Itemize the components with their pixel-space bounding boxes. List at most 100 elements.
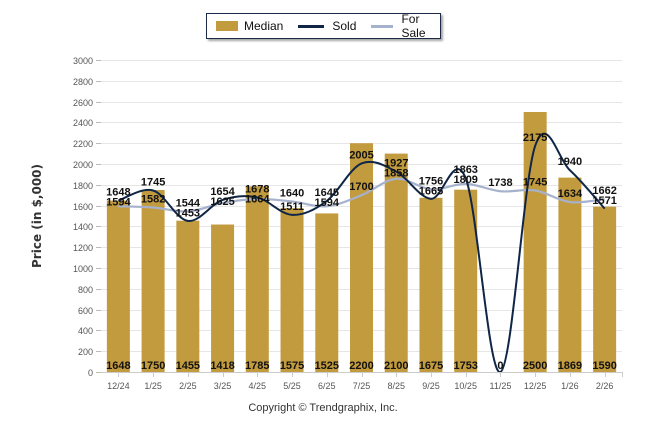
legend-item-sold[interactable]: Sold bbox=[298, 19, 356, 33]
x-tick-label: 10/25 bbox=[454, 381, 477, 391]
copyright-text: Copyright © Trendgraphix, Inc. bbox=[248, 402, 398, 414]
x-tick-label: 2/25 bbox=[179, 381, 197, 391]
for-sale-data-label: 1544 bbox=[176, 197, 201, 209]
sold-data-label: 1648 bbox=[106, 187, 130, 199]
sold-data-label: 1927 bbox=[384, 158, 408, 170]
x-tick-label: 4/25 bbox=[249, 381, 267, 391]
y-tick-label: 2000 bbox=[73, 160, 93, 170]
for-sale-data-label: 1756 bbox=[419, 175, 443, 187]
median-data-label: 1648 bbox=[106, 360, 130, 372]
for-sale-data-label: 1700 bbox=[349, 181, 373, 193]
for-sale-data-label: 1858 bbox=[384, 168, 408, 180]
x-tick-label: 5/25 bbox=[283, 381, 301, 391]
data-labels: 1648 1750 1455 1418 1785 1575 1525 2200 2100 1675… bbox=[106, 132, 617, 372]
median-bar bbox=[558, 177, 582, 372]
median-data-label: 2500 bbox=[523, 360, 547, 372]
median-bar bbox=[419, 197, 443, 372]
sold-data-label: 1571 bbox=[592, 195, 616, 207]
sold-data-label: 1863 bbox=[453, 164, 477, 176]
median-bar bbox=[245, 186, 269, 372]
for-sale-data-label: 1640 bbox=[280, 187, 304, 199]
median-data-label: 1750 bbox=[141, 360, 165, 372]
for-sale-data-label: 1594 bbox=[106, 197, 131, 209]
x-tick-label: 3/25 bbox=[214, 381, 232, 391]
legend-label-median: Median bbox=[244, 19, 284, 33]
x-tick-label: 12/24 bbox=[107, 381, 130, 391]
for-sale-data-label: 1809 bbox=[453, 174, 477, 186]
legend-item-median[interactable]: Median bbox=[216, 19, 283, 33]
for-sale-data-label: 1745 bbox=[523, 177, 547, 189]
median-data-label: 1590 bbox=[592, 360, 616, 372]
sold-line bbox=[118, 132, 606, 374]
x-tick-label: 1/26 bbox=[561, 381, 579, 391]
sold-data-label: 1654 bbox=[210, 186, 235, 198]
median-bar bbox=[384, 153, 408, 372]
sold-swatch bbox=[298, 24, 325, 28]
median-bar bbox=[280, 208, 304, 372]
y-tick-label: 1600 bbox=[73, 202, 93, 212]
y-tick-label: 2200 bbox=[73, 139, 93, 149]
for-sale-line bbox=[118, 177, 605, 213]
y-tick-label: 600 bbox=[78, 306, 93, 316]
for-sale-data-label: 1594 bbox=[315, 197, 340, 209]
y-tick-label: 2800 bbox=[73, 77, 93, 87]
for-sale-data-label: 1662 bbox=[592, 185, 616, 197]
x-tick-label: 12/25 bbox=[524, 381, 547, 391]
for-sale-data-label: 1738 bbox=[488, 177, 512, 189]
median-bar bbox=[350, 143, 373, 372]
x-tick-label: 1/25 bbox=[144, 381, 162, 391]
sold-data-label: 1678 bbox=[245, 183, 269, 195]
for-sale-data-label: 1582 bbox=[141, 193, 165, 205]
x-tick-label: 7/25 bbox=[353, 381, 371, 391]
median-data-label: 0 bbox=[497, 360, 503, 372]
median-bar bbox=[176, 220, 200, 372]
median-bar bbox=[211, 224, 235, 372]
median-data-label: 2200 bbox=[349, 360, 373, 372]
y-tick-label: 400 bbox=[78, 326, 93, 336]
median-bar bbox=[141, 190, 165, 372]
legend-label-sold: Sold bbox=[332, 19, 357, 33]
x-tick-label: 6/25 bbox=[318, 381, 336, 391]
y-tick-label: 200 bbox=[78, 347, 93, 357]
y-tick-label: 3000 bbox=[73, 56, 93, 66]
y-tick-label: 1000 bbox=[73, 264, 93, 274]
sold-data-label: 1745 bbox=[141, 177, 165, 189]
sold-data-label: 1645 bbox=[315, 187, 339, 199]
legend-item-for-sale[interactable]: For Sale bbox=[371, 12, 440, 40]
y-tick-label: 0 bbox=[88, 368, 93, 378]
for-sale-data-label: 1664 bbox=[245, 193, 270, 205]
median-bar bbox=[593, 206, 617, 372]
sold-data-label: 1940 bbox=[558, 156, 582, 168]
median-data-label: 1455 bbox=[176, 360, 200, 372]
for-sale-data-label: 1634 bbox=[558, 188, 583, 200]
median-data-label: 1869 bbox=[558, 360, 582, 372]
for-sale-swatch bbox=[371, 24, 394, 28]
x-tick-label: 9/25 bbox=[422, 381, 440, 391]
y-tick-label: 800 bbox=[78, 285, 93, 295]
sold-data-label: 2175 bbox=[523, 132, 547, 144]
median-data-label: 1575 bbox=[280, 360, 304, 372]
median-data-label: 1753 bbox=[453, 360, 477, 372]
y-axis-title: Price (in $,000) bbox=[30, 164, 44, 268]
series-lines bbox=[118, 132, 606, 374]
legend-label-for-sale: For Sale bbox=[401, 12, 426, 40]
median-swatch bbox=[216, 21, 238, 31]
median-data-label: 1785 bbox=[245, 360, 269, 372]
median-bar bbox=[106, 200, 130, 372]
median-bar bbox=[315, 213, 339, 372]
median-data-label: 2100 bbox=[384, 360, 408, 372]
x-tick-label: 8/25 bbox=[387, 381, 405, 391]
median-data-label: 1525 bbox=[315, 360, 339, 372]
sold-data-label: 1453 bbox=[176, 207, 200, 219]
y-axis: 0 200 400 600 800 1000 1200 1400 1600 1800 2000 220… bbox=[73, 56, 101, 378]
x-axis: 12/24 1/25 2/25 3/25 4/25 5/25 6/25 7/25 8/25 9/2… bbox=[101, 372, 623, 391]
sold-data-label: 1665 bbox=[419, 185, 443, 197]
median-bar bbox=[454, 189, 478, 372]
y-tick-label: 1200 bbox=[73, 243, 93, 253]
y-tick-label: 2400 bbox=[73, 118, 93, 128]
legend: Median Sold For Sale bbox=[206, 12, 441, 40]
sold-data-label: 2005 bbox=[349, 149, 373, 161]
median-data-label: 1418 bbox=[210, 360, 234, 372]
for-sale-data-label: 1625 bbox=[210, 196, 234, 208]
